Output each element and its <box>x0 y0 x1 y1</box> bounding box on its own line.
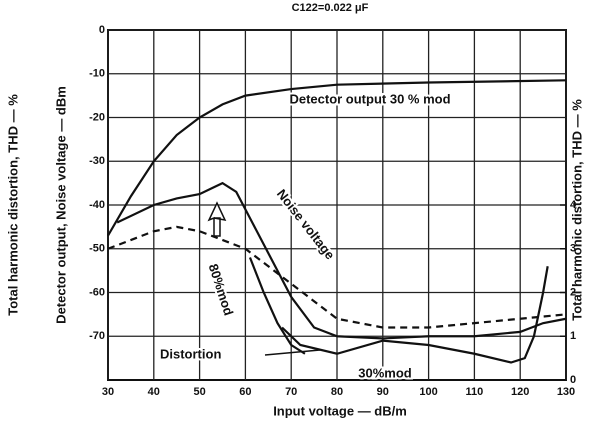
series-line <box>107 79 567 237</box>
x-tick-label: 30 <box>102 386 114 398</box>
arrow-up <box>207 201 227 237</box>
x-axis-label: Input voltage — dB/m <box>273 403 407 418</box>
x-tick-label: 60 <box>239 386 251 398</box>
x-tick-label: 40 <box>148 386 160 398</box>
x-tick-label: 110 <box>466 386 484 398</box>
y-tick-label: -20 <box>89 111 105 123</box>
series-line <box>107 225 567 329</box>
y2-tick-label: 4 <box>570 199 577 211</box>
x-tick-label: 80 <box>331 386 343 398</box>
y-tick-label: 0 <box>99 24 105 36</box>
y2-tick-label: 2 <box>570 286 576 298</box>
chart-title: C122=0.022 μF <box>292 2 369 14</box>
y-tick-label: -30 <box>89 155 105 167</box>
x-tick-label: 100 <box>419 386 437 398</box>
x-tick-label: 130 <box>557 386 575 398</box>
y-tick-label: -60 <box>89 286 105 298</box>
series-line <box>248 257 306 355</box>
y-axis-label-outer: Total harmonic distortion, THD — % <box>5 94 20 316</box>
y-tick-label: -40 <box>89 199 105 211</box>
series-label: 30%mod <box>358 365 412 380</box>
series-line <box>116 181 567 340</box>
x-tick-label: 120 <box>511 386 529 398</box>
y2-axis-label: Total harmonic distortion, THD — % <box>569 99 584 321</box>
annotation-arrow <box>264 349 321 356</box>
x-tick-label: 50 <box>193 386 205 398</box>
y-tick-label: -50 <box>89 243 105 255</box>
y-axis-label: Detector output, Noise voltage — dBm <box>53 86 68 324</box>
series-label: Noise voltage <box>274 186 338 262</box>
annotation: Distortion <box>160 346 221 361</box>
y2-tick-label: 3 <box>570 243 576 255</box>
series-label: 80%mod <box>206 262 237 318</box>
y2-tick-label: 1 <box>570 330 576 342</box>
series-label: Detector output 30 % mod <box>289 91 450 106</box>
y-tick-label: -70 <box>89 330 105 342</box>
y-tick-label: -10 <box>89 68 105 80</box>
series-line <box>281 266 549 364</box>
y2-tick-label: 0 <box>570 374 576 386</box>
x-tick-label: 90 <box>377 386 389 398</box>
x-tick-label: 70 <box>285 386 297 398</box>
